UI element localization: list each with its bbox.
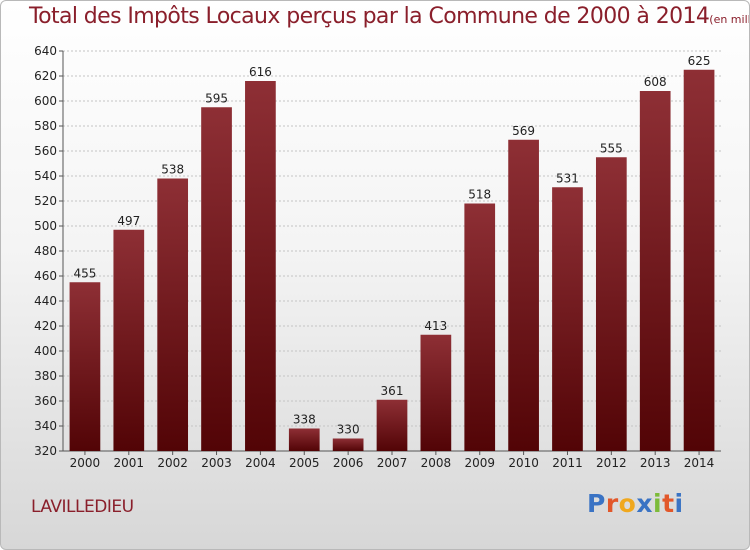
bar-2007 <box>376 399 408 451</box>
chart-title-text: Total des Impôts Locaux perçus par la Co… <box>29 4 710 29</box>
y-tick-label: 340 <box>34 419 57 433</box>
x-tick-label-2007: 2007 <box>377 456 408 470</box>
y-tick-label: 620 <box>34 69 57 83</box>
x-tick-label-2008: 2008 <box>421 456 452 470</box>
y-tick-label: 440 <box>34 294 57 308</box>
data-label-2000: 455 <box>73 266 96 280</box>
logo-letter: i <box>674 489 684 518</box>
data-label-2002: 538 <box>161 163 184 177</box>
chart-unit: (en milliers d'€) <box>709 13 750 26</box>
data-label-2014: 625 <box>688 54 711 68</box>
x-tick-label-2002: 2002 <box>157 456 188 470</box>
data-label-2011: 531 <box>556 171 579 185</box>
y-tick-label: 460 <box>34 269 57 283</box>
y-tick-label: 420 <box>34 319 57 333</box>
x-tick-label-2010: 2010 <box>508 456 539 470</box>
y-tick-label: 580 <box>34 119 57 133</box>
chart-title: Total des Impôts Locaux perçus par la Co… <box>29 4 750 29</box>
y-tick-label: 600 <box>34 94 57 108</box>
y-tick-label: 640 <box>34 44 57 58</box>
bar-2014 <box>683 69 715 451</box>
logo-letter: x <box>636 489 653 518</box>
logo-letter: i <box>653 489 663 518</box>
bar-2004 <box>245 81 276 451</box>
x-tick-label-2012: 2012 <box>596 456 627 470</box>
bar-2009 <box>464 203 496 451</box>
bar-2013 <box>639 91 671 451</box>
commune-name: LAVILLEDIEU <box>31 497 134 517</box>
data-label-2010: 569 <box>512 124 535 138</box>
x-tick-label-2001: 2001 <box>114 456 145 470</box>
y-tick-label: 400 <box>34 344 57 358</box>
data-label-2003: 595 <box>205 91 228 105</box>
y-tick-label: 480 <box>34 244 57 258</box>
data-label-2004: 616 <box>249 65 272 79</box>
y-tick-label: 380 <box>34 369 57 383</box>
y-tick-label: 520 <box>34 194 57 208</box>
logo-letter: o <box>618 489 637 518</box>
bar-2002 <box>157 178 189 451</box>
y-tick-label: 540 <box>34 169 57 183</box>
bar-2005 <box>288 428 320 451</box>
x-tick-label-2014: 2014 <box>684 456 715 470</box>
bar-2001 <box>113 229 145 451</box>
bar-2006 <box>332 438 364 451</box>
bar-2003 <box>201 107 232 451</box>
bars <box>69 69 715 451</box>
data-label-2009: 518 <box>468 188 491 202</box>
data-label-2008: 413 <box>424 319 447 333</box>
data-label-2013: 608 <box>644 75 667 89</box>
logo-letter: P <box>587 489 606 518</box>
labels: 455 497 538 595 616 338 330 361 413 518 569 531 555 6… <box>73 54 710 437</box>
bar-2012 <box>595 157 627 451</box>
x-tick-label-2000: 2000 <box>70 456 101 470</box>
data-label-2001: 497 <box>117 214 140 228</box>
x-tick-label-2006: 2006 <box>333 456 364 470</box>
x-tick-label-2003: 2003 <box>201 456 232 470</box>
bar-2008 <box>420 334 452 451</box>
x-tick-label-2013: 2013 <box>640 456 671 470</box>
proxiti-logo: Proxiti <box>587 489 684 518</box>
bar-2010 <box>508 139 539 451</box>
bar-2011 <box>552 187 583 451</box>
x-tick-label-2004: 2004 <box>245 456 276 470</box>
logo-letter: t <box>662 489 675 518</box>
data-label-2006: 330 <box>337 423 360 437</box>
y-tick-label: 360 <box>34 394 57 408</box>
data-label-2007: 361 <box>381 384 404 398</box>
y-tick-label: 500 <box>34 219 57 233</box>
y-tick-label: 560 <box>34 144 57 158</box>
data-label-2012: 555 <box>600 141 623 155</box>
data-label-2005: 338 <box>293 413 316 427</box>
x-tick-label-2009: 2009 <box>464 456 495 470</box>
y-tick-label: 320 <box>34 444 57 458</box>
logo-letter: r <box>605 489 619 518</box>
x-tick-label-2005: 2005 <box>289 456 320 470</box>
bar-2000 <box>69 282 101 451</box>
x-tick-label-2011: 2011 <box>552 456 583 470</box>
